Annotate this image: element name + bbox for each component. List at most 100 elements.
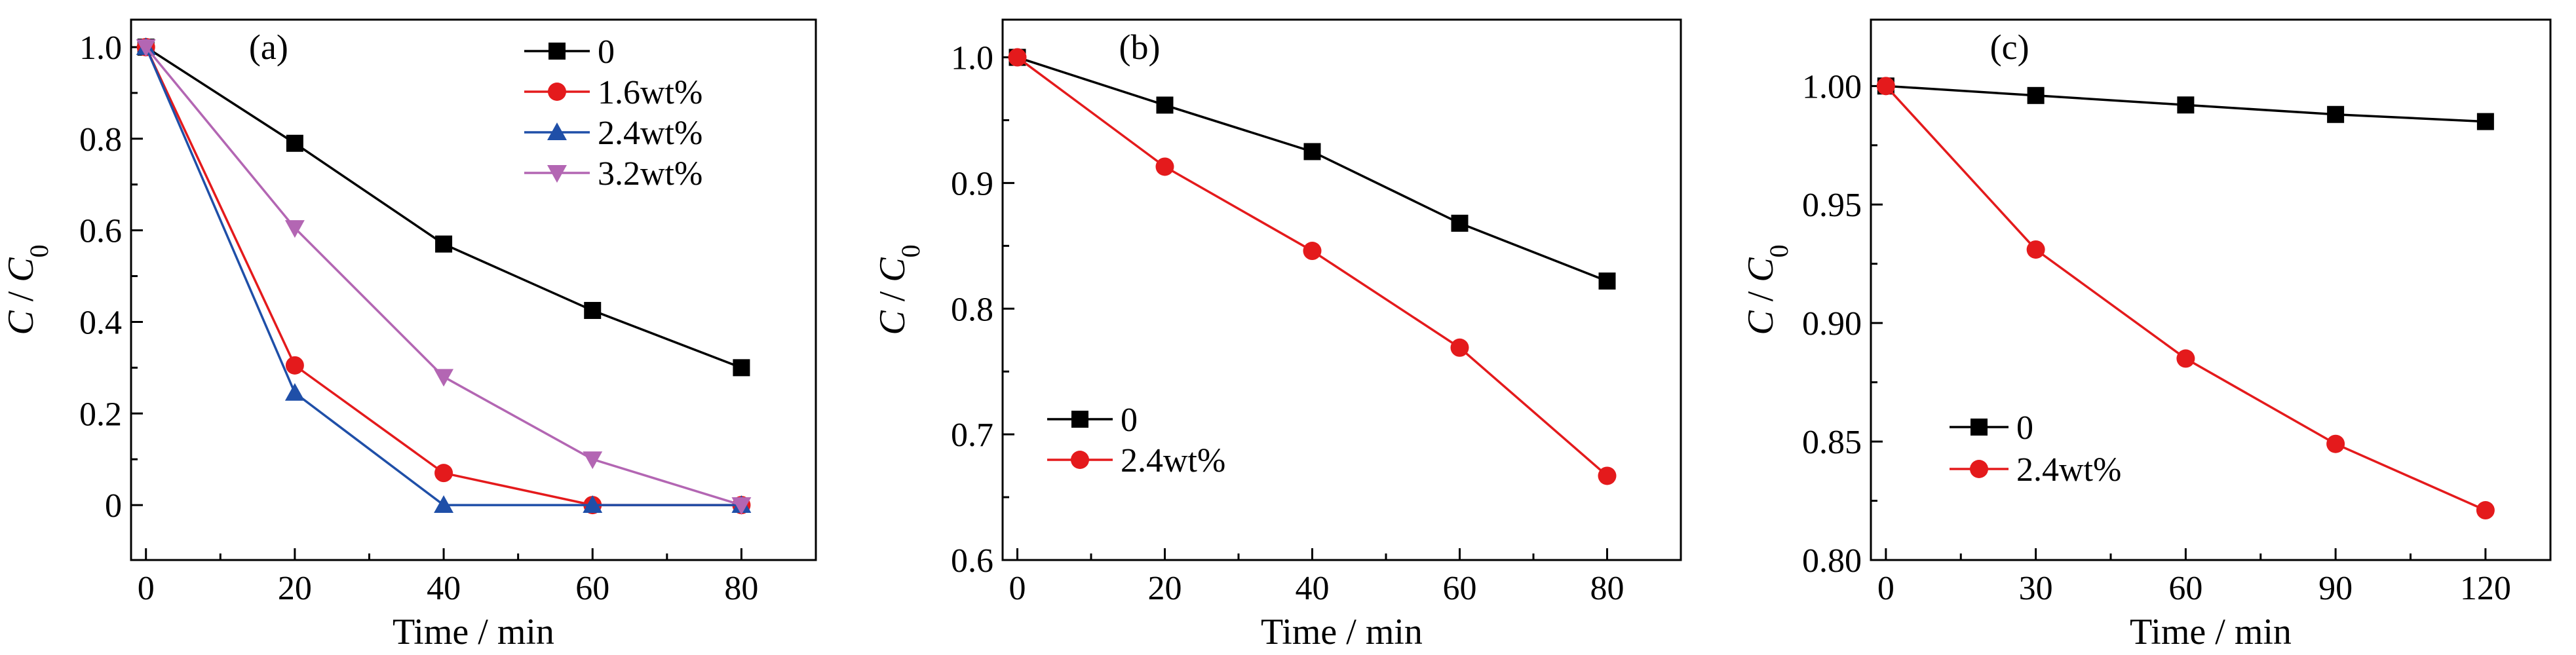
series-2-4wt-	[1876, 77, 2495, 520]
y-tick-label: 0.2	[79, 396, 122, 433]
legend-label: 3.2wt%	[598, 155, 702, 193]
data-point	[435, 235, 453, 253]
y-tick-label: 0.8	[79, 121, 122, 159]
data-point	[434, 464, 453, 483]
data-point	[1303, 242, 1322, 261]
data-point	[2326, 434, 2345, 453]
data-point	[1451, 214, 1469, 232]
x-tick-label: 60	[2168, 570, 2202, 607]
panel-label: (a)	[249, 28, 288, 67]
y-tick-label: 0.4	[79, 304, 122, 341]
data-point	[1155, 157, 1174, 176]
y-tick-label: 0.7	[951, 417, 993, 454]
legend-label: 0	[2016, 409, 2033, 447]
series-2-4wt-	[1008, 48, 1617, 485]
legend-entry: 2.4wt%	[1950, 451, 2121, 489]
data-point	[434, 495, 454, 514]
series-line	[1016, 56, 1608, 477]
y-tick-label: 1.0	[79, 29, 122, 67]
panel-label: (c)	[1990, 28, 2029, 67]
legend-entry: 3.2wt%	[524, 155, 702, 193]
data-point	[733, 359, 750, 377]
legend-marker	[1071, 411, 1088, 428]
data-point	[284, 220, 305, 238]
data-point	[583, 451, 603, 470]
legend-label: 2.4wt%	[1121, 442, 1225, 479]
y-axis-title: C / C0	[872, 244, 925, 335]
y-tick-label: 0.8	[951, 291, 993, 328]
x-tick-label: 0	[1877, 570, 1894, 607]
data-point	[2476, 501, 2495, 520]
series-line	[1885, 85, 2486, 512]
chart-panel-a: 0 20 40 60 80 0 0.2 0.4 0.6 0.8 1.0 Time / min C / C…	[1, 18, 817, 652]
y-tick-label: 0.9	[951, 165, 993, 202]
data-point	[284, 383, 305, 401]
legend-marker	[548, 43, 566, 60]
y-axis-title: C / C0	[1740, 244, 1794, 335]
legend-entry: 2.4wt%	[1047, 442, 1225, 479]
data-point	[2177, 96, 2195, 114]
x-tick-label: 20	[278, 570, 312, 607]
legend-label: 1.6wt%	[598, 74, 702, 111]
data-point	[2026, 240, 2045, 259]
legend-marker	[547, 122, 567, 140]
x-tick-label: 90	[2318, 570, 2353, 607]
data-point	[286, 134, 303, 152]
y-tick-label: 0.90	[1802, 305, 1862, 343]
x-axis-title: Time / min	[393, 612, 554, 652]
x-tick-label: 60	[575, 570, 609, 607]
data-point	[731, 497, 752, 515]
data-point	[136, 39, 156, 57]
data-point	[1876, 77, 1895, 96]
data-point	[1303, 143, 1321, 160]
data-point	[1598, 466, 1617, 485]
y-tick-label: 0.80	[1802, 542, 1862, 580]
panel-label: (b)	[1119, 28, 1161, 67]
data-point	[2327, 105, 2345, 123]
y-tick-label: 0.6	[79, 213, 122, 250]
legend-entry: 0	[1047, 402, 1138, 439]
plot-frame	[1001, 18, 1682, 561]
y-tick-label: 0.6	[951, 542, 993, 580]
legend-marker	[547, 165, 567, 183]
data-point	[1598, 272, 1616, 290]
legend-marker	[1071, 451, 1089, 469]
data-point	[1450, 338, 1469, 357]
x-tick-label: 40	[1296, 570, 1330, 607]
x-axis-title: Time / min	[2130, 612, 2292, 652]
x-tick-label: 30	[2019, 570, 2053, 607]
data-point	[434, 369, 454, 387]
chart-panel-b: 0 20 40 60 80 0.6 0.7 0.8 0.9 1.0 Time / min C / C0…	[872, 18, 1682, 652]
legend-entry: 0	[524, 33, 615, 71]
data-point	[583, 495, 603, 514]
data-point	[1008, 48, 1027, 67]
x-tick-label: 20	[1148, 570, 1182, 607]
series-3-2wt-	[136, 39, 752, 515]
legend-marker	[1970, 419, 1988, 436]
y-tick-label: 1.00	[1802, 68, 1862, 105]
x-tick-label: 80	[1590, 570, 1624, 607]
y-tick-label: 1.0	[951, 40, 993, 77]
x-axis-title: Time / min	[1261, 612, 1423, 652]
legend-entry: 0	[1950, 409, 2033, 447]
legend-entry: 1.6wt%	[524, 74, 702, 111]
data-point	[285, 356, 304, 375]
data-point	[584, 301, 602, 319]
plot-frame	[1870, 18, 2552, 561]
x-tick-label: 40	[427, 570, 461, 607]
legend-label: 0	[598, 33, 615, 71]
x-tick-label: 80	[724, 570, 758, 607]
y-axis-title: C / C0	[1, 244, 54, 335]
y-tick-label: 0	[105, 487, 122, 525]
data-point	[1156, 96, 1174, 114]
series-0	[1877, 77, 2494, 130]
y-tick-label: 0.85	[1802, 424, 1862, 461]
x-tick-label: 120	[2460, 570, 2511, 607]
legend-marker	[1970, 460, 1988, 478]
legend-label: 2.4wt%	[598, 115, 702, 152]
data-point	[2476, 113, 2494, 130]
legend-marker	[548, 83, 566, 101]
legend-entry: 2.4wt%	[524, 115, 702, 152]
data-point	[2027, 86, 2045, 104]
